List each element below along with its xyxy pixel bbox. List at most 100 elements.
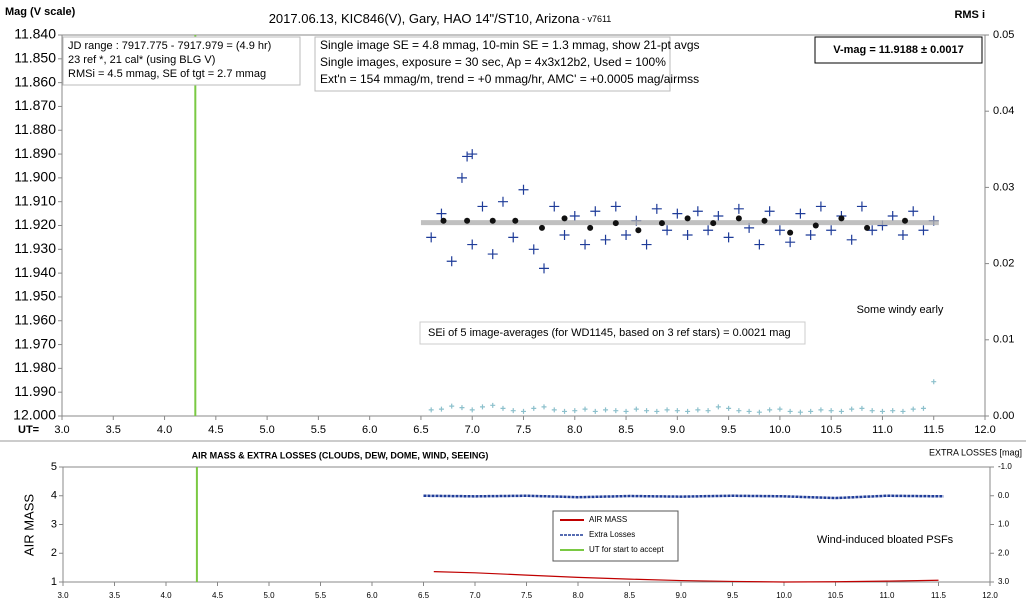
y-tick-label: 11.950 bbox=[14, 288, 56, 304]
data-point bbox=[900, 408, 906, 414]
x-tick-label: 9.0 bbox=[670, 424, 685, 436]
x-tick-label: 6.0 bbox=[362, 424, 377, 436]
info-box bbox=[814, 36, 983, 64]
x-tick-label: 8.0 bbox=[572, 591, 584, 600]
data-point bbox=[908, 206, 919, 217]
y2-tick-label: 0.0 bbox=[998, 491, 1010, 500]
data-point bbox=[846, 234, 857, 245]
data-point bbox=[500, 405, 506, 411]
y-tick-label: 3 bbox=[51, 518, 57, 530]
data-point bbox=[856, 201, 867, 212]
annotation: SEi of 5 image-averages (for WD1145, bas… bbox=[428, 327, 791, 339]
x-tick-label: 10.5 bbox=[828, 591, 844, 600]
y-axis-label: AIR MASS bbox=[21, 494, 36, 556]
y2-tick-label: 2.0 bbox=[998, 548, 1010, 557]
data-point bbox=[805, 230, 816, 241]
data-point bbox=[736, 408, 742, 414]
average-point bbox=[658, 220, 665, 227]
data-point bbox=[754, 239, 765, 250]
average-point bbox=[684, 215, 691, 222]
average-point bbox=[612, 220, 619, 227]
data-point bbox=[428, 407, 434, 413]
x-tick-label: 12.0 bbox=[974, 424, 995, 436]
average-point bbox=[587, 224, 594, 231]
data-point bbox=[910, 406, 916, 412]
y2-tick-label: 1.0 bbox=[998, 520, 1010, 529]
y-tick-label: 11.900 bbox=[14, 169, 56, 185]
y2-tick-label: 0.02 bbox=[993, 258, 1014, 270]
data-point bbox=[920, 405, 926, 411]
x-tick-label: 11.5 bbox=[923, 424, 944, 436]
y-tick-label: 11.990 bbox=[14, 383, 56, 399]
info-text: Single images, exposure = 30 sec, Ap = 4… bbox=[320, 55, 666, 69]
data-point bbox=[510, 408, 516, 414]
y-tick-label: 11.920 bbox=[14, 216, 56, 232]
average-point bbox=[838, 215, 845, 222]
y-tick-label: 11.890 bbox=[14, 145, 56, 161]
data-point bbox=[462, 151, 473, 162]
y-axis-label: Mag (V scale) bbox=[5, 6, 76, 18]
data-point bbox=[797, 409, 803, 415]
data-point bbox=[849, 406, 855, 412]
x-tick-label: 5.0 bbox=[259, 424, 274, 436]
data-point bbox=[449, 403, 455, 409]
x-tick-label: 8.5 bbox=[618, 424, 633, 436]
data-point bbox=[859, 405, 865, 411]
y-tick-label: 12.000 bbox=[13, 407, 56, 423]
data-point bbox=[590, 206, 601, 217]
legend-label: Extra Losses bbox=[589, 530, 635, 539]
average-point bbox=[787, 229, 794, 236]
average-point bbox=[561, 215, 568, 222]
data-point bbox=[641, 239, 652, 250]
info-text: JD range : 7917.775 - 7917.979 = (4.9 hr… bbox=[68, 40, 271, 52]
data-point bbox=[559, 230, 570, 241]
x-tick-label: 5.0 bbox=[263, 591, 275, 600]
data-point bbox=[664, 407, 670, 413]
info-text: V-mag = 11.9188 ± 0.0017 bbox=[833, 44, 964, 56]
x-tick-label: 10.0 bbox=[776, 591, 792, 600]
legend-label: UT for start to accept bbox=[589, 545, 664, 554]
y-tick-label: 11.930 bbox=[14, 240, 56, 256]
data-point bbox=[674, 408, 680, 414]
data-point bbox=[539, 263, 550, 274]
data-point bbox=[490, 402, 496, 408]
data-point bbox=[549, 201, 560, 212]
x-tick-label: 5.5 bbox=[315, 591, 327, 600]
x-tick-label: 7.0 bbox=[465, 424, 480, 436]
x-tick-label: 7.5 bbox=[521, 591, 533, 600]
series-line bbox=[423, 494, 944, 500]
data-point bbox=[572, 408, 578, 414]
data-point bbox=[777, 406, 783, 412]
data-point bbox=[828, 408, 834, 414]
average-point bbox=[864, 224, 871, 231]
data-point bbox=[692, 206, 703, 217]
data-point bbox=[897, 230, 908, 241]
data-point bbox=[562, 408, 568, 414]
data-point bbox=[603, 407, 609, 413]
y2-tick-label: 0.01 bbox=[993, 334, 1014, 346]
data-point bbox=[695, 407, 701, 413]
x-tick-label: 3.5 bbox=[106, 424, 121, 436]
data-point bbox=[477, 201, 488, 212]
data-point bbox=[826, 225, 837, 236]
data-point bbox=[610, 201, 621, 212]
y-tick-label: 11.980 bbox=[14, 359, 56, 375]
y-tick-label: 11.870 bbox=[14, 97, 56, 113]
x-tick-label: 9.0 bbox=[675, 591, 687, 600]
subtitle: - v7611 bbox=[579, 14, 611, 24]
y-tick-label: 11.840 bbox=[14, 26, 56, 42]
average-point bbox=[812, 222, 819, 229]
x-tick-label: 4.0 bbox=[160, 591, 172, 600]
y2-tick-label: -1.0 bbox=[998, 462, 1012, 471]
info-text: Single image SE = 4.8 mmag, 10-min SE = … bbox=[320, 38, 700, 52]
data-point bbox=[662, 225, 673, 236]
average-point bbox=[440, 217, 447, 224]
y2-tick-label: 0.05 bbox=[993, 29, 1014, 41]
y-tick-label: 11.960 bbox=[14, 311, 56, 327]
info-box bbox=[314, 36, 671, 92]
data-point bbox=[723, 232, 734, 243]
data-point bbox=[467, 149, 478, 160]
x-tick-label: 6.5 bbox=[418, 591, 430, 600]
data-point bbox=[715, 404, 721, 410]
data-point bbox=[469, 407, 475, 413]
